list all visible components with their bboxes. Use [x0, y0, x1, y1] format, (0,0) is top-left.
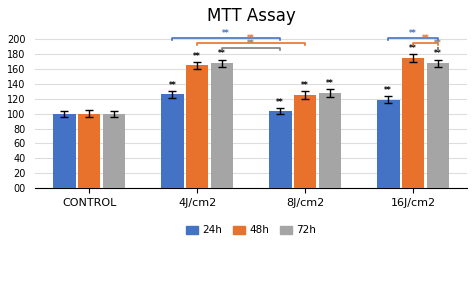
Text: **: **: [276, 98, 284, 107]
Text: **: **: [247, 34, 255, 43]
Bar: [103, 114, 125, 188]
Bar: [427, 63, 449, 188]
Bar: [319, 93, 341, 188]
Text: **: **: [326, 79, 334, 88]
Legend: 24h, 48h, 72h: 24h, 48h, 72h: [182, 221, 320, 240]
Text: **: **: [168, 81, 176, 90]
Text: **: **: [384, 86, 392, 95]
Bar: [294, 95, 317, 188]
Bar: [186, 65, 209, 188]
Text: **: **: [409, 44, 417, 53]
Bar: [78, 114, 100, 188]
Text: **: **: [434, 39, 442, 48]
Text: **: **: [409, 29, 417, 38]
Bar: [377, 100, 400, 188]
Text: **: **: [218, 49, 226, 59]
Bar: [210, 63, 233, 188]
Bar: [161, 94, 183, 188]
Text: **: **: [421, 34, 429, 43]
Bar: [53, 114, 76, 188]
Bar: [402, 58, 424, 188]
Text: **: **: [301, 81, 309, 90]
Bar: [269, 111, 292, 188]
Text: **: **: [247, 39, 255, 48]
Title: MTT Assay: MTT Assay: [207, 7, 295, 25]
Text: **: **: [434, 49, 442, 59]
Text: **: **: [193, 52, 201, 61]
Text: **: **: [222, 29, 230, 38]
